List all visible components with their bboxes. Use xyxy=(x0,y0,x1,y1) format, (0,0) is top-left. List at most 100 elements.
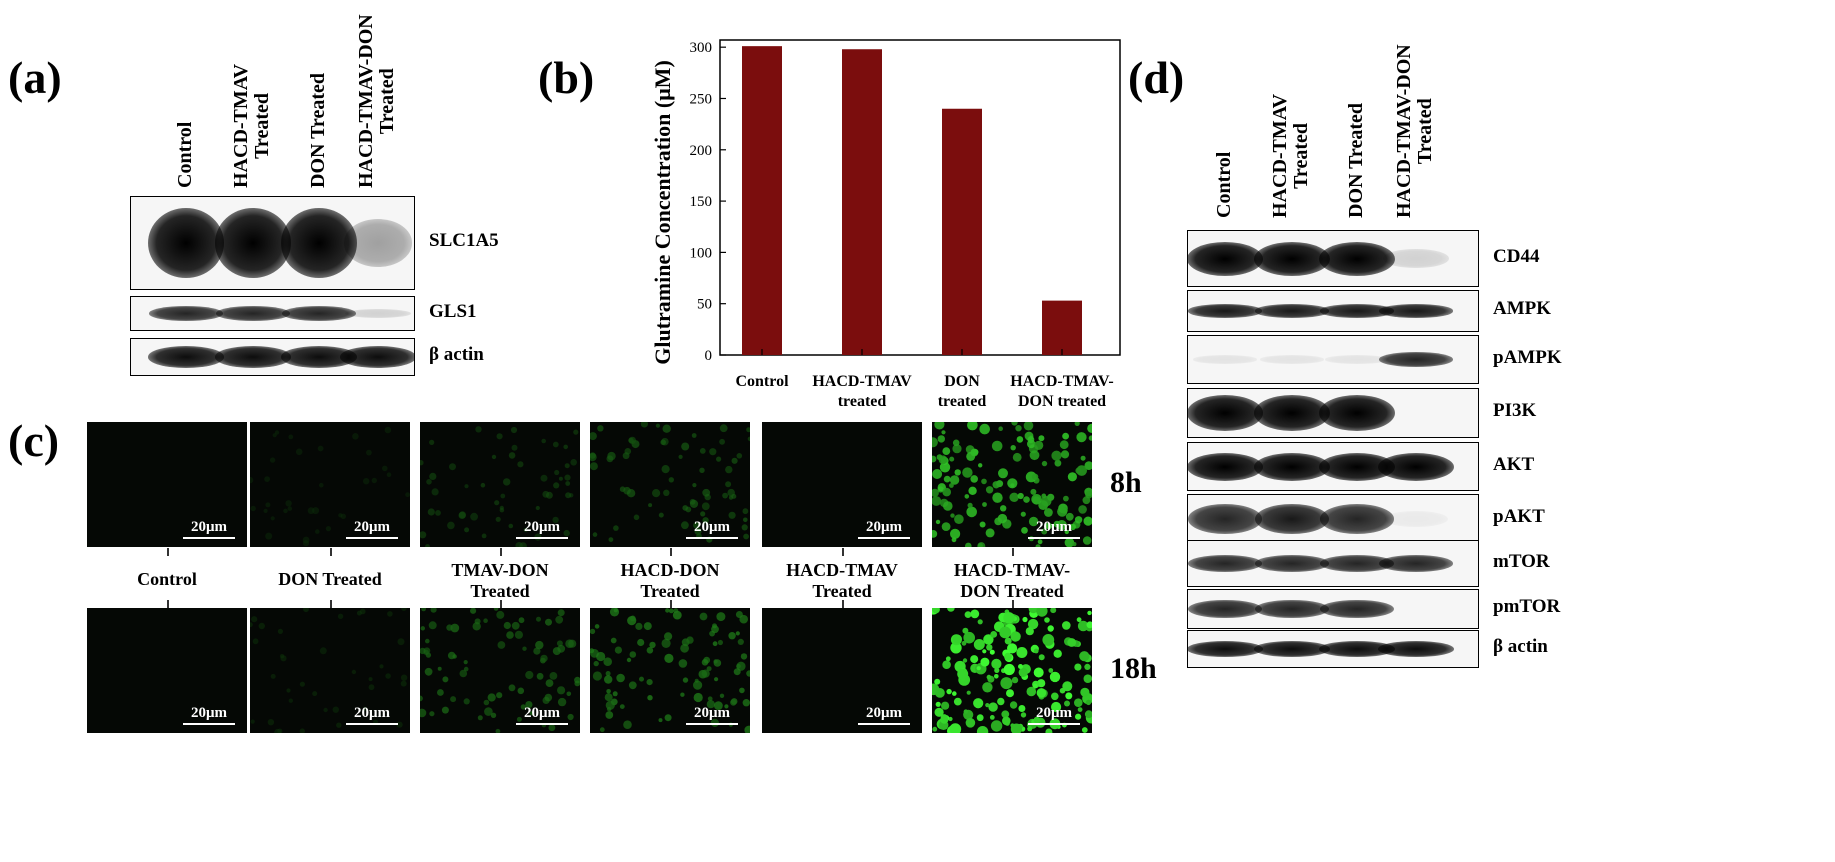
panel-a-blot-0-band xyxy=(281,208,357,278)
cell-dot xyxy=(405,492,410,498)
cell-dot xyxy=(744,725,750,733)
scale-bar-label: 20μm xyxy=(1036,705,1072,721)
cell-dot xyxy=(549,672,558,680)
cell-dot xyxy=(985,486,994,494)
micrograph-tile: 20μm xyxy=(590,608,750,733)
cell-dot xyxy=(742,699,750,707)
cell-dot xyxy=(719,424,728,433)
cell-dot xyxy=(338,513,343,518)
cell-dot xyxy=(522,646,527,651)
cell-dot xyxy=(1065,692,1073,700)
cell-dot xyxy=(590,462,598,471)
cell-dot xyxy=(619,704,625,709)
condition-label: HACD-DON Treated xyxy=(590,560,750,601)
scale-bar-line xyxy=(686,723,738,725)
cell-dot xyxy=(359,608,366,615)
cell-dot xyxy=(286,688,291,693)
cell-dot xyxy=(1011,676,1019,684)
cell-dot xyxy=(1059,440,1069,450)
panel-d-blot-7-box xyxy=(1187,589,1479,629)
cell-dot xyxy=(977,543,983,547)
cell-dot xyxy=(511,621,520,630)
x-tick-label: HACD-TMAV- xyxy=(1010,373,1113,390)
cell-dot xyxy=(384,426,392,434)
cell-dot xyxy=(682,505,688,511)
cell-dot xyxy=(616,673,625,683)
cell-dot xyxy=(942,447,951,455)
cell-dot xyxy=(557,697,567,707)
panel-d-blot-0-band xyxy=(1188,241,1263,276)
scale-bar-label: 20μm xyxy=(694,705,730,721)
cell-dot xyxy=(946,688,952,695)
cell-dot xyxy=(1062,432,1069,440)
scale-bar-label: 20μm xyxy=(694,519,730,535)
panel-a-blot-0-band xyxy=(343,219,413,267)
cell-dot xyxy=(494,500,500,506)
cell-dot xyxy=(957,668,969,680)
cell-dot xyxy=(430,608,437,613)
cell-dot xyxy=(1017,492,1024,500)
scale-bar: 20μm xyxy=(516,519,568,539)
cell-dot xyxy=(998,468,1008,479)
cell-dot xyxy=(472,622,481,631)
cell-dot xyxy=(1075,713,1082,720)
panel-b-letter: (b) xyxy=(538,52,595,103)
cell-dot xyxy=(1003,663,1015,676)
micrograph-tile: 20μm xyxy=(762,608,922,733)
cell-dot xyxy=(949,723,962,733)
cell-dot xyxy=(303,608,309,613)
scale-bar-line xyxy=(516,723,568,725)
panel-d-blot-4-band xyxy=(1254,452,1330,481)
cell-dot xyxy=(483,618,488,623)
cell-dot xyxy=(319,647,327,655)
cell-dot xyxy=(612,691,618,697)
cell-dot xyxy=(508,523,514,529)
cell-dot xyxy=(426,479,432,485)
panel-d-blot-7-label: pmTOR xyxy=(1493,596,1561,617)
scale-bar-label: 20μm xyxy=(524,519,560,535)
panel-a-lane-label: DON Treated xyxy=(307,73,329,188)
cell-dot xyxy=(1006,689,1014,698)
condition-label-line: Treated xyxy=(640,580,700,601)
cell-dot xyxy=(1086,621,1092,629)
cell-dot xyxy=(1053,520,1061,528)
cell-dot xyxy=(1020,511,1026,517)
cell-dot xyxy=(332,706,339,713)
cell-dot xyxy=(295,448,303,456)
condition-label: Control xyxy=(87,569,247,590)
panel-a-blot-2-band xyxy=(215,346,291,368)
cell-dot xyxy=(385,673,391,679)
cell-dot xyxy=(483,699,490,706)
cell-dot xyxy=(661,465,670,474)
scale-bar: 20μm xyxy=(1028,519,1080,539)
cell-dot xyxy=(503,478,511,486)
cell-dot xyxy=(1087,610,1092,616)
cell-dot xyxy=(1032,683,1038,689)
cell-dot xyxy=(699,448,706,454)
cell-dot xyxy=(285,500,292,507)
cell-dot xyxy=(499,505,504,510)
cell-dot xyxy=(1069,523,1076,531)
plot-frame xyxy=(719,39,1121,356)
cell-dot xyxy=(1018,664,1023,669)
cell-dot xyxy=(731,493,737,499)
cell-dot xyxy=(307,507,315,515)
cell-dot xyxy=(317,445,324,452)
micrograph-tile: 20μm xyxy=(420,422,580,547)
cell-dot xyxy=(1004,637,1012,645)
scale-bar: 20μm xyxy=(858,705,910,725)
label-tick-top xyxy=(842,548,844,556)
cell-dot xyxy=(363,478,370,485)
panel-d-blot-7-band xyxy=(1319,599,1395,619)
cell-dot xyxy=(737,638,744,645)
cell-dot xyxy=(325,526,331,532)
cell-dot xyxy=(649,641,656,649)
cell-dot xyxy=(1029,450,1040,461)
cell-dot xyxy=(1003,612,1015,624)
label-tick-bottom xyxy=(330,600,332,608)
cell-dot xyxy=(628,436,636,445)
panel-a-blot-2-band xyxy=(281,346,357,368)
cell-dot xyxy=(719,693,725,698)
cell-dot xyxy=(699,467,705,473)
cell-dot xyxy=(250,622,253,628)
